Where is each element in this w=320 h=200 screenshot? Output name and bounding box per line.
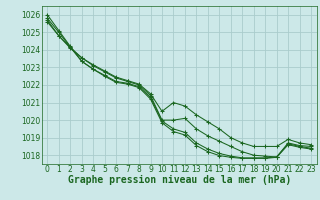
X-axis label: Graphe pression niveau de la mer (hPa): Graphe pression niveau de la mer (hPa) xyxy=(68,175,291,185)
